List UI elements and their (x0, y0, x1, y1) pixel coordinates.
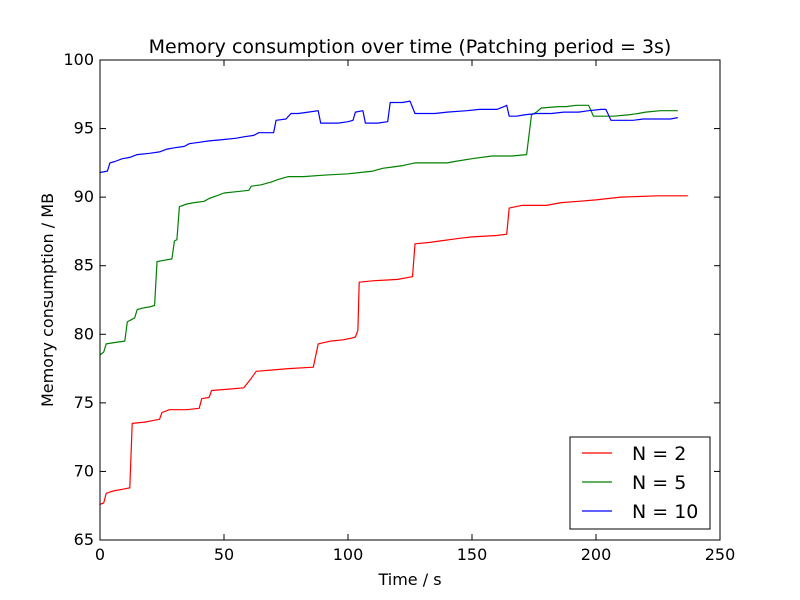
series-line-n2 (100, 195, 688, 505)
y-tick-label: 100 (63, 50, 94, 69)
y-tick-label: 65 (74, 530, 94, 549)
y-tick-label: 70 (74, 461, 94, 480)
y-tick-label: 85 (74, 256, 94, 275)
legend-label-n2: N = 2 (632, 443, 686, 465)
legend-box (569, 436, 711, 530)
x-tick-label: 200 (581, 545, 612, 564)
y-axis-title: Memory consumption / MB (38, 193, 57, 407)
chart-title: Memory consumption over time (Patching p… (149, 36, 672, 58)
x-tick-label: 150 (457, 545, 488, 564)
y-tick-label: 80 (74, 324, 94, 343)
x-axis-tick-labels: 0 50 100 150 200 250 (95, 545, 735, 564)
series-layer (100, 100, 688, 505)
y-tick-label: 75 (74, 393, 94, 412)
plot-frame (99, 59, 721, 541)
legend-label-n5: N = 5 (632, 472, 686, 494)
x-tick-label: 50 (214, 545, 234, 564)
x-tick-label: 250 (705, 545, 736, 564)
series-line-n10 (100, 100, 678, 174)
legend: N = 2 N = 5 N = 10 (569, 436, 711, 530)
x-axis-title: Time / s (377, 570, 441, 589)
y-tick-label: 95 (74, 119, 94, 138)
series-line-n5 (100, 104, 678, 356)
legend-label-n10: N = 10 (632, 501, 698, 523)
y-tick-label: 90 (74, 187, 94, 206)
x-tick-label: 100 (333, 545, 364, 564)
x-tick-label: 0 (95, 545, 105, 564)
y-axis-tick-labels: 65 70 75 80 85 90 95 100 (63, 50, 94, 549)
